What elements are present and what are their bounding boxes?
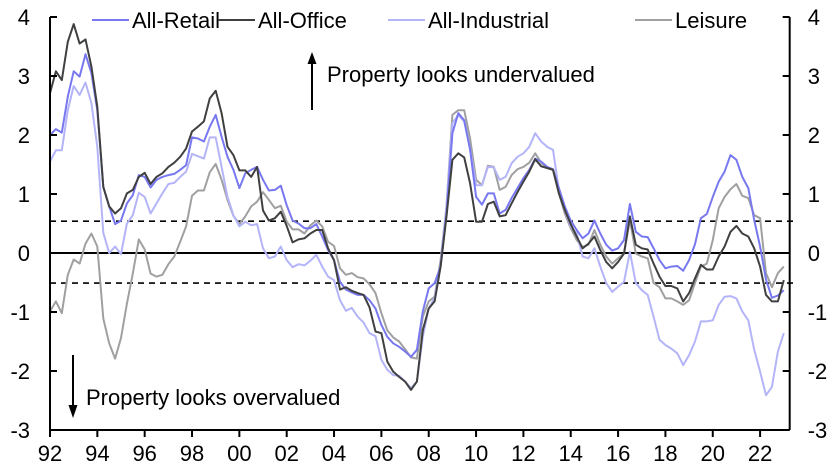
x-tick-label: 20 [701, 441, 725, 466]
x-tick-label: 18 [653, 441, 677, 466]
annotation-overvalued: Property looks overvalued [68, 355, 340, 418]
series-line-leisure [49, 109, 785, 360]
x-tick-label: 92 [38, 441, 62, 466]
left-y-tick-label: -3 [10, 418, 30, 443]
overvalued-label: Property looks overvalued [86, 385, 340, 410]
legend-label: All-Industrial [428, 8, 549, 33]
left-y-tick-label: -1 [10, 300, 30, 325]
legend-label: All-Office [258, 8, 347, 33]
left-y-tick-label: 3 [18, 64, 30, 89]
right-y-tick-label: 0 [808, 241, 820, 266]
legend-label: Leisure [675, 8, 747, 33]
left-y-tick-label: 4 [18, 5, 30, 30]
x-tick-label: 94 [85, 441, 109, 466]
x-tick-label: 96 [132, 441, 156, 466]
right-y-tick-label: 4 [808, 5, 820, 30]
up-arrow-head-icon [307, 52, 317, 64]
annotation-undervalued: Property looks undervalued [307, 52, 595, 110]
series-line-all-retail [49, 53, 785, 358]
undervalued-label: Property looks undervalued [327, 62, 595, 87]
axes: 4 43 32 21 10 0-1 -1-2 -2-3 -392 94 96 98 00 02 04 06 08… [10, 5, 827, 466]
left-y-tick-label: 1 [18, 182, 30, 207]
x-tick-label: 14 [558, 441, 582, 466]
x-tick-label: 10 [464, 441, 488, 466]
left-y-tick-label: 2 [18, 123, 30, 148]
x-tick-label: 06 [369, 441, 393, 466]
right-y-tick-label: 1 [808, 182, 820, 207]
right-y-tick-label: -2 [808, 359, 828, 384]
x-tick-label: 02 [274, 441, 298, 466]
x-tick-label: 12 [511, 441, 535, 466]
legend-label: All-Retail [132, 8, 220, 33]
x-tick-label: 98 [180, 441, 204, 466]
reference-lines [50, 220, 798, 284]
right-y-tick-label: -3 [808, 418, 828, 443]
x-tick-label: 16 [606, 441, 630, 466]
left-y-tick-label: -2 [10, 359, 30, 384]
x-tick-label: 22 [748, 441, 772, 466]
x-tick-label: 00 [227, 441, 251, 466]
series-line-all-office [49, 23, 785, 391]
right-y-tick-label: 3 [808, 64, 820, 89]
x-tick-label: 04 [322, 441, 346, 466]
legend: All-Retail All-Office All-Industrial Leisur… [92, 8, 747, 33]
left-y-tick-label: 0 [18, 241, 30, 266]
series-lines [49, 23, 785, 397]
down-arrow-head-icon [68, 405, 78, 418]
x-tick-label: 08 [416, 441, 440, 466]
right-y-tick-label: -1 [808, 300, 828, 325]
right-y-tick-label: 2 [808, 123, 820, 148]
